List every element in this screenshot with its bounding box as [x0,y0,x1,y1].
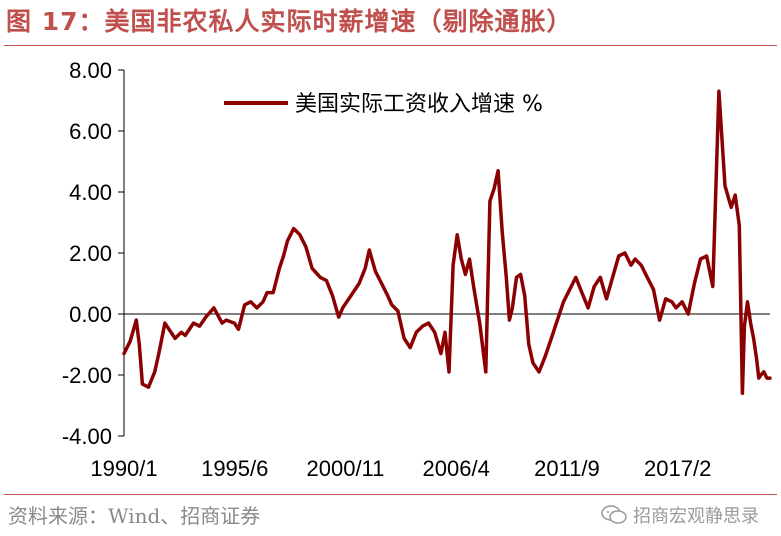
brand-watermark: 招商宏观静思录 [601,502,759,528]
line-chart: 8.006.004.002.000.00-2.00-4.00 1990/1 199… [62,58,772,481]
x-tick-label: 1990/1 [90,456,157,481]
x-axis: 1990/1 1995/6 2000/11 2006/4 2011/9 2017/2 [90,313,770,481]
y-axis: 8.00 6.00 4.00 2.00 0.00 -2.00 -4.00 [62,58,125,449]
y-tick-label: 8.00 [69,58,112,83]
y-tick-label: 4.00 [69,180,112,205]
y-tick-label: 6.00 [69,119,112,144]
x-tick-label: 2000/11 [307,456,385,481]
legend: 美国实际工资收入增速 % [224,92,543,117]
footer-rule [4,494,777,495]
x-tick-label: 2006/4 [423,456,490,481]
x-tick-label: 1995/6 [201,456,268,481]
legend-label: 美国实际工资收入增速 % [295,92,543,117]
brand-name: 招商宏观静思录 [633,506,759,527]
y-tick-label: 2.00 [69,241,112,266]
figure-title: 图 17：美国非农私人实际时薪增速（剔除通胀） [6,7,573,36]
x-tick-label: 2017/2 [644,456,711,481]
plot-area [122,89,772,396]
y-tick-label: -2.00 [62,363,112,388]
series-line [122,89,772,396]
title-rule [4,45,777,46]
y-tick-label: 0.00 [69,302,112,327]
x-tick-label: 2011/9 [534,456,600,481]
y-tick-label: -4.00 [62,424,112,449]
source-note: 资料来源：Wind、招商证券 [8,504,261,528]
wechat-icon [601,505,627,524]
